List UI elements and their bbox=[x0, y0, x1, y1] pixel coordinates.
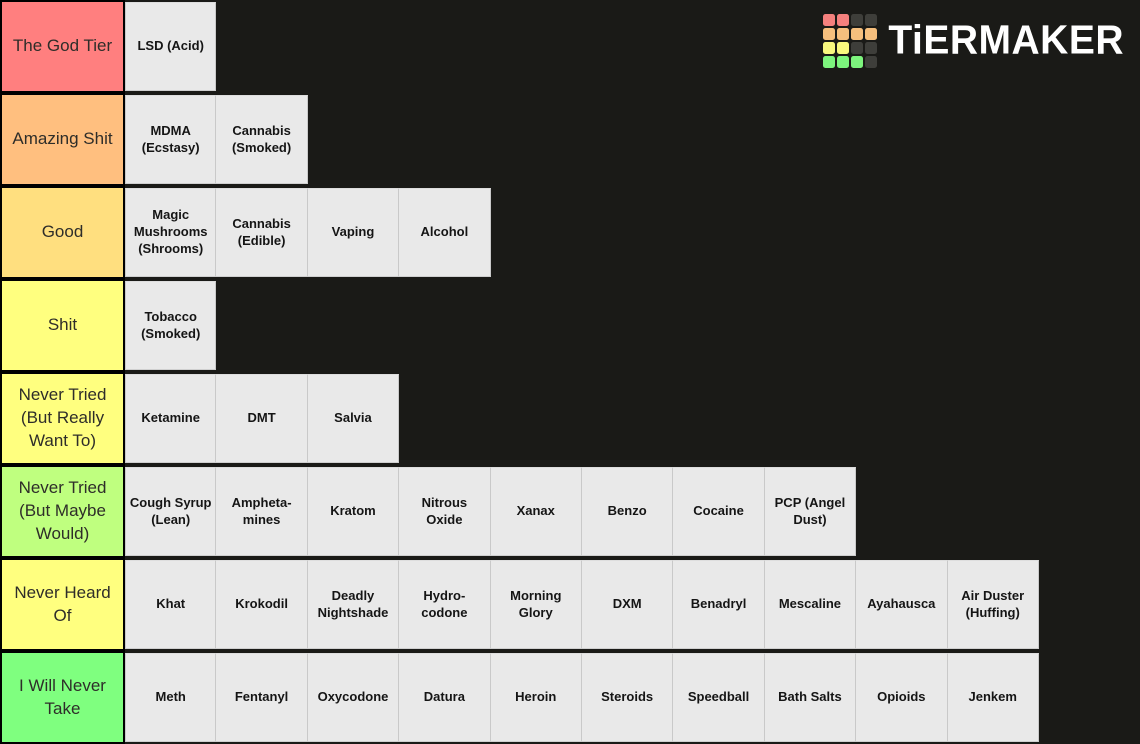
tier-row-items: Khat Krokodil Deadly Nightshade Hydro-codon… bbox=[125, 558, 1140, 651]
tier-item[interactable]: Heroin bbox=[490, 653, 582, 742]
tier-label: Amazing Shit bbox=[0, 93, 125, 186]
tier-item[interactable]: Cough Syrup (Lean) bbox=[125, 467, 217, 556]
tier-row-items: Ketamine DMT Salvia bbox=[125, 372, 1140, 465]
tier-row-items: LSD (Acid) bbox=[125, 0, 1140, 93]
logo-grid-square bbox=[865, 56, 878, 68]
tier-item[interactable]: Cannabis (Smoked) bbox=[216, 95, 308, 184]
tier-item[interactable]: Benadryl bbox=[673, 560, 765, 649]
tier-item[interactable]: Jenkem bbox=[947, 653, 1039, 742]
logo-grid-square bbox=[837, 14, 850, 26]
logo-grid-square bbox=[823, 14, 836, 26]
tier-item[interactable]: Kratom bbox=[307, 467, 400, 556]
tier-item[interactable]: Nitrous Oxide bbox=[399, 467, 491, 556]
tier-item[interactable]: Deadly Nightshade bbox=[307, 560, 400, 649]
tier-item[interactable]: Air Duster (Huffing) bbox=[947, 560, 1039, 649]
tier-item[interactable]: Bath Salts bbox=[764, 653, 857, 742]
tier-item[interactable]: Steroids bbox=[581, 653, 674, 742]
tier-label: The God Tier bbox=[0, 0, 125, 93]
tier-item[interactable]: Opioids bbox=[856, 653, 948, 742]
tier-item[interactable]: Krokodil bbox=[216, 560, 308, 649]
tier-row: Never Tried (But Maybe Would) Cough Syrup… bbox=[0, 465, 1140, 558]
tier-item[interactable]: DXM bbox=[581, 560, 674, 649]
tier-item[interactable]: Ayahausca bbox=[856, 560, 948, 649]
logo-grid-square bbox=[851, 14, 864, 26]
tier-row: Never Tried (But Really Want To) Ketamine… bbox=[0, 372, 1140, 465]
tier-row: Shit Tobacco (Smoked) bbox=[0, 279, 1140, 372]
tier-item[interactable]: Khat bbox=[125, 560, 217, 649]
logo-grid-square bbox=[837, 56, 850, 68]
tier-item[interactable]: Hydro-codone bbox=[399, 560, 491, 649]
logo-grid-square bbox=[865, 28, 878, 40]
logo-grid-square bbox=[837, 42, 850, 54]
logo-grid-square bbox=[865, 42, 878, 54]
tier-item[interactable]: LSD (Acid) bbox=[125, 2, 217, 91]
tier-row-items: Tobacco (Smoked) bbox=[125, 279, 1140, 372]
tier-item[interactable]: Salvia bbox=[307, 374, 400, 463]
tier-item[interactable]: Meth bbox=[125, 653, 217, 742]
logo-grid-square bbox=[851, 56, 864, 68]
tier-row: The God Tier LSD (Acid) bbox=[0, 0, 1140, 93]
tier-item[interactable]: Ketamine bbox=[125, 374, 217, 463]
tier-row-items: MDMA (Ecstasy) Cannabis (Smoked) bbox=[125, 93, 1140, 186]
tier-label: Shit bbox=[0, 279, 125, 372]
tier-item[interactable]: Speedball bbox=[673, 653, 765, 742]
tier-row: Good Magic Mushrooms (Shrooms) Cannabis (E… bbox=[0, 186, 1140, 279]
tier-label: Never Tried (But Really Want To) bbox=[0, 372, 125, 465]
tier-item[interactable]: Cannabis (Edible) bbox=[216, 188, 308, 277]
logo-grid-square bbox=[823, 28, 836, 40]
logo-grid-square bbox=[851, 42, 864, 54]
logo-grid-square bbox=[823, 56, 836, 68]
tier-item[interactable]: Tobacco (Smoked) bbox=[125, 281, 217, 370]
tier-item[interactable]: Alcohol bbox=[399, 188, 491, 277]
logo-grid-square bbox=[851, 28, 864, 40]
tiermaker-brand-text: TiERMAKER bbox=[888, 17, 1124, 64]
logo-grid-square bbox=[823, 42, 836, 54]
tier-item[interactable]: Datura bbox=[399, 653, 491, 742]
tier-item[interactable]: Benzo bbox=[581, 467, 674, 556]
tier-row-items: Magic Mushrooms (Shrooms) Cannabis (Edibl… bbox=[125, 186, 1140, 279]
tiermaker-grid-icon bbox=[823, 14, 878, 68]
tier-row-items: Cough Syrup (Lean) Ampheta-mines Kratom Nit… bbox=[125, 465, 1140, 558]
tier-row: Amazing Shit MDMA (Ecstasy) Cannabis (Smok… bbox=[0, 93, 1140, 186]
logo-grid-square bbox=[837, 28, 850, 40]
tier-item[interactable]: PCP (Angel Dust) bbox=[764, 467, 857, 556]
tier-label: I Will Never Take bbox=[0, 651, 125, 744]
tier-row: I Will Never Take Meth Fentanyl Oxycodone Da… bbox=[0, 651, 1140, 744]
tiermaker-logo: TiERMAKER bbox=[823, 14, 1124, 68]
tier-row-items: Meth Fentanyl Oxycodone Datura Heroin Steroid… bbox=[125, 651, 1140, 744]
tier-item[interactable]: Vaping bbox=[307, 188, 400, 277]
tier-label: Good bbox=[0, 186, 125, 279]
tier-item[interactable]: DMT bbox=[216, 374, 308, 463]
tier-label: Never Tried (But Maybe Would) bbox=[0, 465, 125, 558]
tier-item[interactable]: Oxycodone bbox=[307, 653, 400, 742]
logo-grid-square bbox=[865, 14, 878, 26]
tier-item[interactable]: Cocaine bbox=[673, 467, 765, 556]
tier-item[interactable]: Xanax bbox=[490, 467, 582, 556]
tier-item[interactable]: Fentanyl bbox=[216, 653, 308, 742]
tier-item[interactable]: Ampheta-mines bbox=[216, 467, 308, 556]
tier-item[interactable]: Morning Glory bbox=[490, 560, 582, 649]
tier-row: Never Heard Of Khat Krokodil Deadly Nightsh… bbox=[0, 558, 1140, 651]
tier-item[interactable]: MDMA (Ecstasy) bbox=[125, 95, 217, 184]
tier-item[interactable]: Magic Mushrooms (Shrooms) bbox=[125, 188, 217, 277]
tier-label: Never Heard Of bbox=[0, 558, 125, 651]
tier-item[interactable]: Mescaline bbox=[764, 560, 857, 649]
